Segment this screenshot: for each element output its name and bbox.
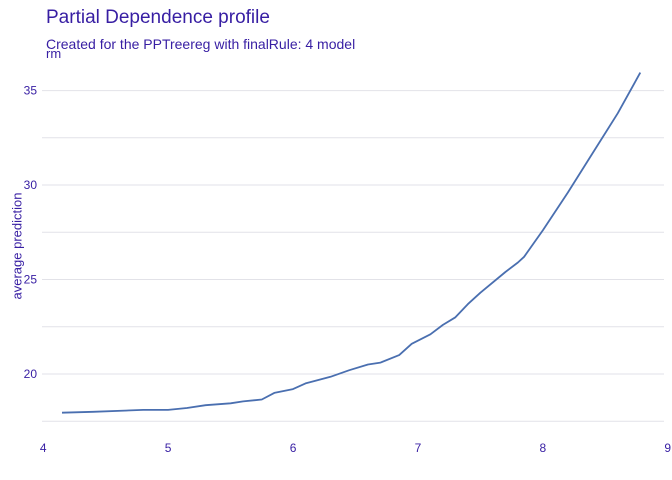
x-tick-label: 5 — [165, 441, 172, 455]
y-tick-label: 20 — [24, 367, 38, 381]
x-axis-ticks: 4 5 6 7 8 9 — [40, 441, 671, 455]
x-tick-label: 6 — [290, 441, 297, 455]
x-tick-label: 7 — [415, 441, 422, 455]
y-axis-ticks: 20 25 30 35 — [24, 84, 38, 381]
series-layer — [61, 72, 642, 414]
x-tick-label: 9 — [664, 441, 671, 455]
y-tick-label: 35 — [24, 84, 38, 98]
grid-lines — [42, 90, 664, 422]
x-tick-label: 4 — [40, 441, 47, 455]
series-line — [61, 72, 642, 414]
chart-subtitle: Created for the PPTreereg with finalRule… — [46, 36, 356, 52]
y-tick-label: 25 — [24, 273, 38, 287]
facet-label: rm — [46, 46, 62, 61]
chart-title: Partial Dependence profile — [46, 7, 270, 28]
y-tick-label: 30 — [24, 178, 38, 192]
x-tick-label: 8 — [540, 441, 547, 455]
